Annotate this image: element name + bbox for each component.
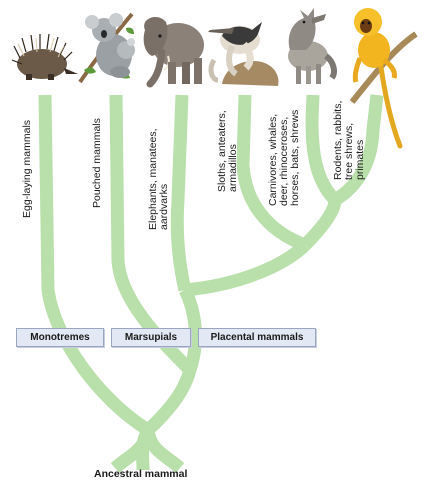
label-line: horses, bats, shrews	[289, 109, 301, 206]
group-monotremes: Monotremes	[16, 328, 104, 347]
elephant-illustration	[143, 16, 204, 88]
branch-rodents	[331, 94, 384, 206]
branch-elephants	[170, 94, 192, 292]
branch-sloths	[236, 94, 308, 252]
branch-carnivores	[305, 94, 340, 205]
label-line: aardvarks	[158, 183, 170, 230]
koala-illustration	[78, 12, 135, 84]
label-line: primates	[354, 139, 366, 180]
wolf-illustration	[288, 8, 337, 84]
branch-boreo	[184, 240, 310, 297]
label-sloths: Sloths, anteaters, armadillos	[216, 110, 239, 192]
branch-placental	[179, 287, 202, 373]
label-egg-laying: Egg-laying mammals	[21, 119, 33, 218]
label-rodents: Rodents, rabbits, tree shrews, primates	[332, 101, 366, 180]
anteater-illustration	[208, 22, 279, 86]
branch-therian	[143, 368, 197, 435]
branch-marsupials	[109, 94, 195, 375]
root-label: Ancestral mammal	[94, 468, 188, 480]
label-pouched: Pouched mammals	[91, 118, 103, 208]
group-marsupials: Marsupials	[111, 328, 191, 347]
tree-branches	[38, 94, 384, 474]
echidna-illustration	[11, 33, 78, 80]
label-line: Egg-laying mammals	[21, 119, 33, 218]
branch-monotremes	[38, 94, 152, 436]
branch-laura-euarch	[300, 199, 342, 250]
label-line: Pouched mammals	[91, 118, 103, 208]
label-carnivores: Carnivores, whales, deer, rhinoceroses, …	[267, 109, 301, 206]
golden-monkey-illustration	[349, 8, 418, 149]
label-line: armadillos	[227, 144, 239, 192]
group-placental: Placental mammals	[198, 328, 316, 347]
label-elephants: Elephants, manatees, aardvarks	[147, 128, 170, 230]
